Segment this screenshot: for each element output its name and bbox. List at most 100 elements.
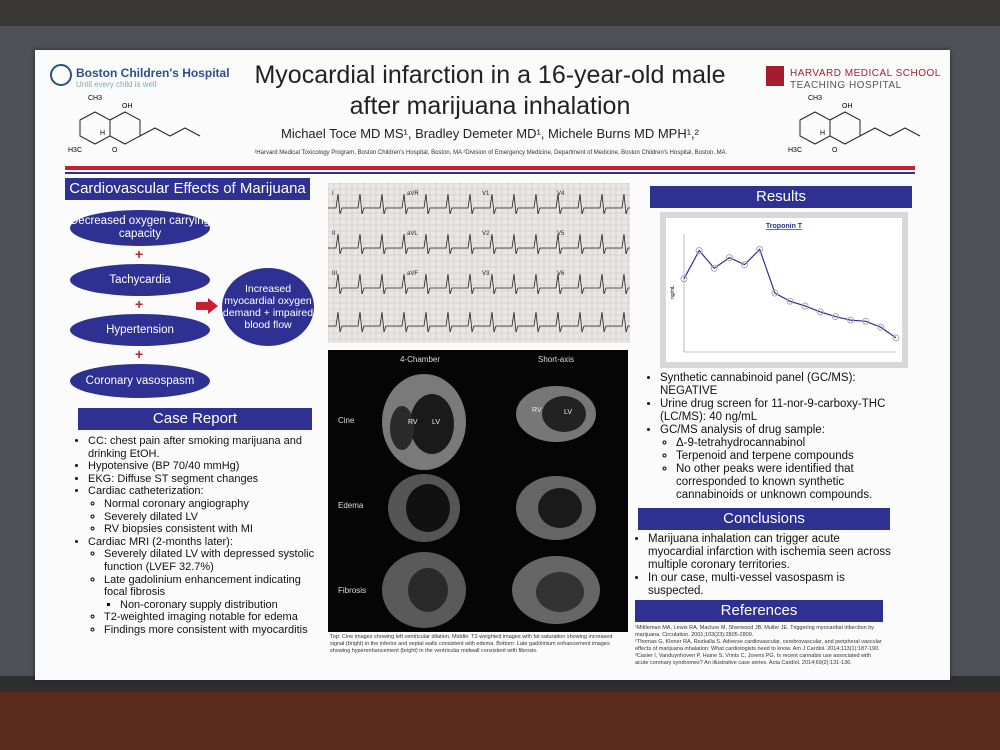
bullet-text: Cardiac MRI (2-months later): — [88, 535, 233, 548]
ecg-lead-label: V4 — [557, 191, 565, 197]
troponin-point — [771, 289, 779, 297]
ecg-lead-label: V2 — [482, 231, 490, 237]
section-title: Cardiovascular Effects of Marijuana — [65, 178, 310, 200]
mri-column-label: 4-Chamber — [400, 355, 440, 364]
title-line: after marijuana inhalation — [349, 92, 631, 120]
atom-label: O — [112, 147, 118, 154]
results-list: Synthetic cannabinoid panel (GC/MS): NEG… — [648, 372, 908, 502]
bullet-list: Non-coronary supply distribution — [104, 599, 322, 612]
ecg-lead-label: V5 — [557, 231, 565, 237]
reference: ³Casier I, Vanduynhoven P, Haine S, Vrin… — [635, 653, 871, 666]
bullet-text: No other peaks were identified that corr… — [676, 463, 873, 501]
mri-row-label: Edema — [338, 501, 364, 510]
references-list: ¹Mittleman MA, Lewis RA, Maclure M, Sher… — [635, 625, 885, 667]
wall-top — [0, 0, 1000, 26]
troponin-point — [710, 264, 718, 272]
ecg-traces — [328, 193, 630, 333]
effect-oval: Hypertension — [70, 314, 210, 346]
bullet-text: Late gadolinium enhancement indicating f… — [104, 573, 301, 599]
harvard-shield — [766, 66, 784, 86]
ecg-lead-label: II — [332, 231, 336, 237]
effect-oval: Tachycardia — [70, 264, 210, 296]
bullet-text: RV biopsies consistent with MI — [104, 523, 253, 536]
molecule-bonds — [799, 111, 921, 145]
troponin-point — [801, 302, 809, 310]
bullet-text: Hypotensive (BP 70/40 mmHg) — [88, 460, 240, 473]
bullet-item: GC/MS analysis of drug sample:Δ-9-tetrah… — [660, 424, 908, 502]
bullet-item: Synthetic cannabinoid panel (GC/MS): NEG… — [660, 372, 908, 398]
logo-text: TEACHING HOSPITAL — [790, 80, 902, 91]
molecule-right: CH3 OH H O H3C — [788, 95, 921, 154]
ecg-lead-label: V6 — [557, 271, 565, 277]
mri-label: LV — [564, 409, 572, 416]
section-title: References — [635, 600, 883, 622]
troponin-chart: Troponin T ng/mL — [660, 212, 908, 368]
troponin-point — [862, 317, 870, 325]
mri-row-label: Cine — [338, 416, 355, 425]
atom-label: H3C — [68, 147, 82, 154]
bullet-list: Δ-9-tetrahydrocannabinolTerpenoid and te… — [660, 437, 908, 502]
ecg-grid — [328, 183, 630, 343]
effect-oval: Decreased oxygen carrying capacity — [70, 210, 210, 246]
bullet-text: EKG: Diffuse ST segment changes — [88, 472, 259, 485]
bullet-item: EKG: Diffuse ST segment changes — [88, 473, 322, 486]
bullet-item: In our case, multi-vessel vasospasm is s… — [648, 572, 892, 598]
troponin-point — [741, 261, 749, 269]
mri-images — [382, 374, 600, 628]
molecule-left: CH3 OH H O H3C — [68, 95, 201, 154]
bullet-text: Non-coronary supply distribution — [120, 598, 278, 611]
case-report-list: CC: chest pain after smoking marijuana a… — [76, 435, 322, 637]
bullet-text: Marijuana inhalation can trigger acute m… — [648, 533, 891, 571]
troponin-point — [892, 334, 900, 342]
bullet-item: Normal coronary angiography — [104, 498, 322, 511]
bullet-item: Severely dilated LV with depressed systo… — [104, 548, 322, 573]
chart-area — [666, 218, 902, 362]
bullet-text: Urine drug screen for 11-nor-9-carboxy-T… — [660, 398, 886, 423]
bullet-list: Normal coronary angiographySeverely dila… — [88, 498, 322, 536]
bullet-item: T2-weighted imaging notable for edema — [104, 611, 322, 624]
troponin-point — [877, 323, 885, 331]
bullet-text: CC: chest pain after smoking marijuana a… — [88, 435, 302, 460]
chart-title: Troponin T — [766, 223, 803, 230]
logo-text: HARVARD MEDICAL SCHOOL — [790, 68, 941, 79]
ecg-lead-label: I — [332, 191, 334, 197]
reference: ¹Mittleman MA, Lewis RA, Maclure M, Sher… — [635, 625, 875, 638]
bullet-text: Severely dilated LV with depressed systo… — [104, 548, 315, 573]
bullet-item: Non-coronary supply distribution — [120, 599, 322, 612]
bullet-item: No other peaks were identified that corr… — [676, 463, 908, 502]
plus-sign: + — [135, 296, 144, 312]
authors: Michael Toce MD MS¹, Bradley Demeter MD¹… — [280, 126, 699, 141]
bullet-item: Late gadolinium enhancement indicating f… — [104, 574, 322, 612]
atom-label: CH3 — [808, 95, 822, 102]
y-axis-label: ng/mL — [670, 285, 676, 299]
atom-label: H — [820, 130, 825, 137]
bullet-list: CC: chest pain after smoking marijuana a… — [76, 435, 322, 637]
outcome-oval: Increased myocardial oxygen demand + imp… — [222, 268, 314, 346]
bullet-list: Severely dilated LV with depressed systo… — [88, 548, 322, 636]
ecg-lead-label: aVF — [407, 271, 418, 277]
ecg-lead-label: V3 — [482, 271, 490, 277]
troponin-line — [683, 248, 897, 339]
bullet-list: Marijuana inhalation can trigger acute m… — [636, 533, 892, 598]
logo-icon — [50, 64, 72, 86]
bullet-text: T2-weighted imaging notable for edema — [104, 611, 298, 624]
troponin-point — [831, 313, 839, 321]
ecg-lead-label: V1 — [482, 191, 490, 197]
ecg-lead-label: aVL — [407, 231, 418, 237]
bullet-text: Severely dilated LV — [104, 510, 198, 523]
reference: ²Thomas G, Kloner RA, Rezkalla S. Advers… — [635, 639, 882, 652]
troponin-point — [786, 297, 794, 305]
bullet-item: CC: chest pain after smoking marijuana a… — [88, 435, 322, 460]
troponin-point — [695, 247, 703, 255]
rule-blue — [65, 172, 915, 174]
atom-label: H — [100, 130, 105, 137]
atom-label: CH3 — [88, 95, 102, 102]
bullet-item: RV biopsies consistent with MI — [104, 523, 322, 536]
bullet-item: Severely dilated LV — [104, 511, 322, 524]
mri-row-label: Fibrosis — [338, 586, 366, 595]
section-title: Case Report — [78, 408, 312, 430]
arrow — [196, 298, 218, 314]
troponin-point — [847, 316, 855, 324]
mri-column-label: Short-axis — [538, 355, 574, 364]
